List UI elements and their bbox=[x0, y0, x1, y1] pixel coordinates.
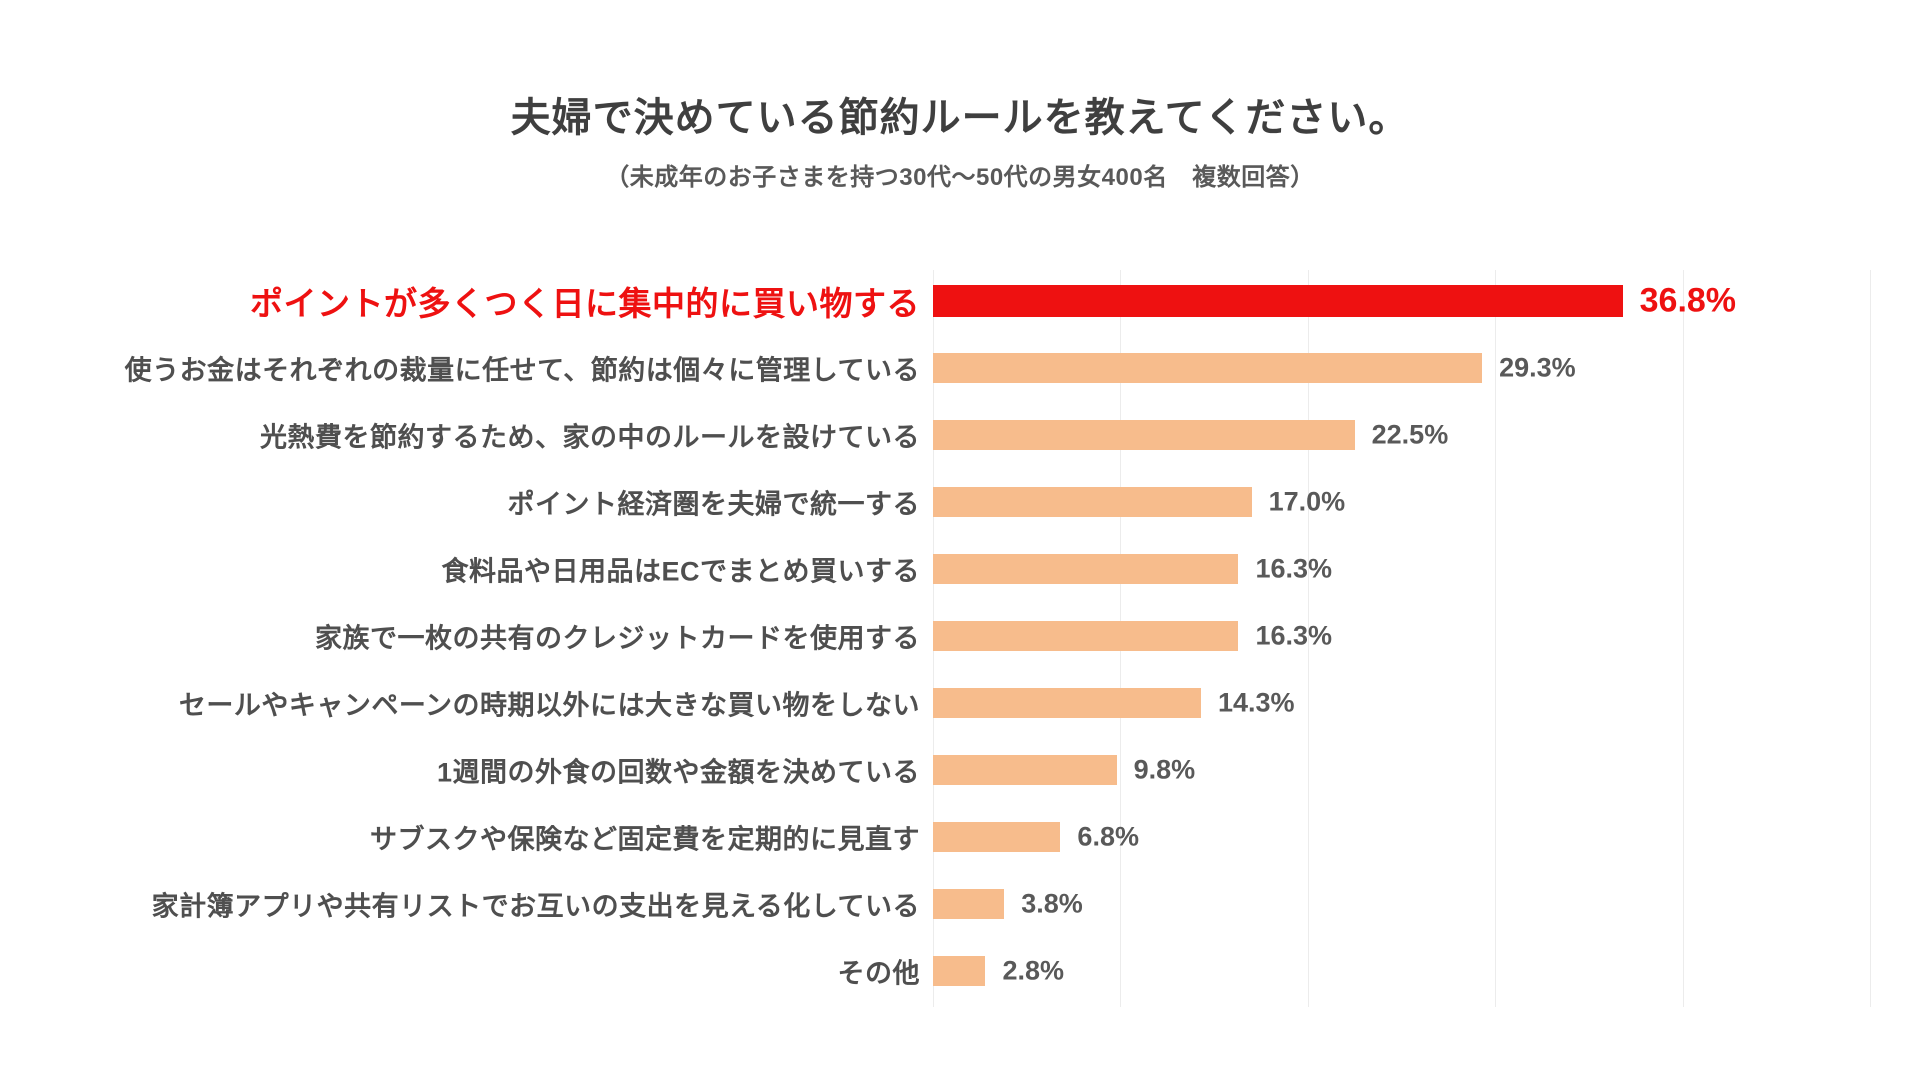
bar bbox=[933, 352, 1483, 383]
bar-row: サブスクや保険など固定費を定期的に見直す 6.8% bbox=[0, 803, 1920, 870]
bar bbox=[933, 486, 1252, 517]
bar-value: 6.8% bbox=[1077, 821, 1139, 851]
bar-row: 使うお金はそれぞれの裁量に任せて、節約は個々に管理している 29.3% bbox=[0, 334, 1920, 401]
bar bbox=[933, 620, 1239, 651]
bar-value: 22.5% bbox=[1371, 419, 1449, 449]
chart-subtitle: （未成年のお子さまを持つ30代～50代の男女400名 複数回答） bbox=[605, 164, 1315, 191]
bar bbox=[933, 821, 1061, 852]
bar-label: セールやキャンペーンの時期以外には大きな買い物をしない bbox=[178, 690, 920, 720]
bar-value: 36.8% bbox=[1639, 281, 1737, 319]
bar-row: セールやキャンペーンの時期以外には大きな買い物をしない 14.3% bbox=[0, 669, 1920, 736]
chart-title: 夫婦で決めている節約ルールを教えてください。 bbox=[510, 96, 1410, 140]
bar-label: その他 bbox=[837, 958, 920, 988]
bar-value: 14.3% bbox=[1217, 687, 1295, 717]
bar bbox=[933, 419, 1355, 450]
bar-row: その他 2.8% bbox=[0, 937, 1920, 1004]
bar-row: 家計簿アプリや共有リストでお互いの支出を見える化している 3.8% bbox=[0, 870, 1920, 937]
gridline bbox=[1682, 270, 1684, 1007]
bar-value: 9.8% bbox=[1133, 754, 1196, 784]
bar-label: サブスクや保険など固定費を定期的に見直す bbox=[370, 824, 920, 854]
gridline bbox=[1870, 270, 1871, 1007]
bar bbox=[933, 955, 986, 986]
bar-label: ポイント経済圏を夫婦で統一する bbox=[507, 489, 920, 519]
chart-rows: ポイントが多くつく日に集中的に買い物する 36.8% 使うお金はそれぞれの裁量に任せ… bbox=[0, 267, 1920, 1007]
bar bbox=[933, 754, 1117, 785]
bar-row: 1週間の外食の回数や金額を決めている 9.8% bbox=[0, 736, 1920, 803]
bar-label: 家族で一枚の共有のクレジットカードを使用する bbox=[315, 623, 920, 653]
bar-label: ポイントが多くつく日に集中的に買い物する bbox=[250, 284, 920, 322]
bar-row: ポイント経済圏を夫婦で統一する 17.0% bbox=[0, 468, 1920, 535]
bar-label: 光熱費を節約するため、家の中のルールを設けている bbox=[260, 422, 920, 452]
bar bbox=[933, 888, 1005, 919]
bar-label: 1週間の外食の回数や金額を決めている bbox=[436, 757, 920, 787]
bar bbox=[933, 284, 1623, 317]
bar-row: 食料品や日用品はECでまとめ買いする 16.3% bbox=[0, 535, 1920, 602]
bar-row: 光熱費を節約するため、家の中のルールを設けている 22.5% bbox=[0, 401, 1920, 468]
bar-value: 29.3% bbox=[1499, 352, 1576, 382]
bar-row: 家族で一枚の共有のクレジットカードを使用する 16.3% bbox=[0, 602, 1920, 669]
bar-label: 家計簿アプリや共有リストでお互いの支出を見える化している bbox=[151, 891, 920, 921]
bar-label: 食料品や日用品はECでまとめ買いする bbox=[441, 556, 920, 586]
bar-value: 16.3% bbox=[1255, 620, 1333, 650]
bar-value: 3.8% bbox=[1021, 888, 1083, 918]
bar-label: 使うお金はそれぞれの裁量に任せて、節約は個々に管理している bbox=[124, 355, 920, 385]
bar-row: ポイントが多くつく日に集中的に買い物する 36.8% bbox=[0, 267, 1920, 334]
bar bbox=[933, 553, 1239, 584]
gridline bbox=[1495, 270, 1497, 1007]
bar-value: 17.0% bbox=[1268, 486, 1346, 516]
bar-chart: ポイントが多くつく日に集中的に買い物する 36.8% 使うお金はそれぞれの裁量に任せ… bbox=[0, 267, 1920, 1007]
bar bbox=[933, 687, 1201, 718]
bar-value: 2.8% bbox=[1002, 955, 1065, 985]
gridline bbox=[1307, 270, 1309, 1007]
bar-value: 16.3% bbox=[1255, 553, 1333, 583]
